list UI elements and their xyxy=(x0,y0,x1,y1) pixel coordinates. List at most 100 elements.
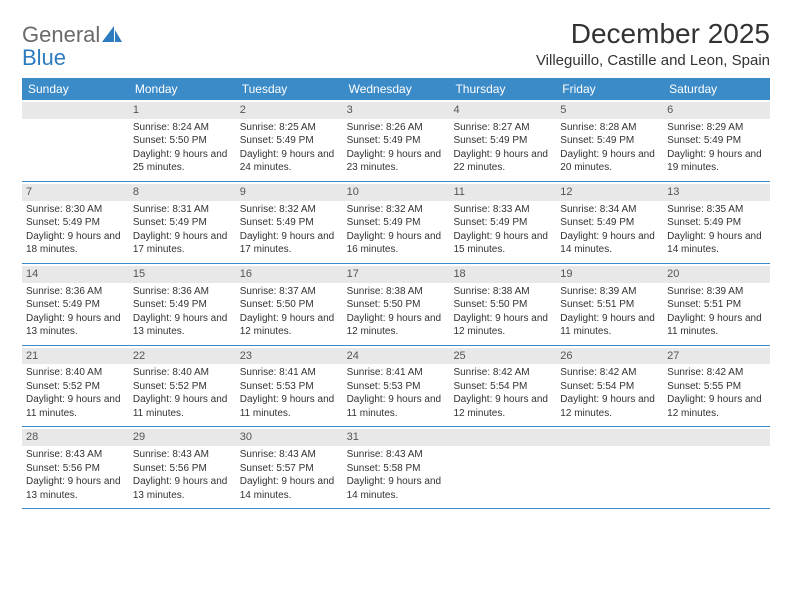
day-number: 22 xyxy=(129,348,236,365)
daylight-text: Daylight: 9 hours and 17 minutes. xyxy=(133,230,232,257)
day-cell: 14Sunrise: 8:36 AMSunset: 5:49 PMDayligh… xyxy=(22,264,129,345)
daylight-text: Daylight: 9 hours and 19 minutes. xyxy=(667,148,766,175)
day-number: 13 xyxy=(663,184,770,201)
sunset-text: Sunset: 5:57 PM xyxy=(240,462,339,476)
sail-icon xyxy=(102,26,122,42)
daylight-text: Daylight: 9 hours and 25 minutes. xyxy=(133,148,232,175)
daylight-text: Daylight: 9 hours and 11 minutes. xyxy=(240,393,339,420)
sunset-text: Sunset: 5:49 PM xyxy=(667,216,766,230)
day-cell: 17Sunrise: 8:38 AMSunset: 5:50 PMDayligh… xyxy=(343,264,450,345)
day-number: 19 xyxy=(556,266,663,283)
day-cell: 8Sunrise: 8:31 AMSunset: 5:49 PMDaylight… xyxy=(129,182,236,263)
daylight-text: Daylight: 9 hours and 14 minutes. xyxy=(240,475,339,502)
sunset-text: Sunset: 5:49 PM xyxy=(453,134,552,148)
day-cell: 30Sunrise: 8:43 AMSunset: 5:57 PMDayligh… xyxy=(236,427,343,508)
day-header: Wednesday xyxy=(343,78,450,100)
sunrise-text: Sunrise: 8:32 AM xyxy=(240,203,339,217)
day-cell: 7Sunrise: 8:30 AMSunset: 5:49 PMDaylight… xyxy=(22,182,129,263)
day-number: 29 xyxy=(129,429,236,446)
header: General Blue December 2025 Villeguillo, … xyxy=(22,18,770,70)
day-number: 20 xyxy=(663,266,770,283)
sunset-text: Sunset: 5:50 PM xyxy=(347,298,446,312)
day-number xyxy=(449,429,556,446)
sunset-text: Sunset: 5:54 PM xyxy=(453,380,552,394)
day-cell: 1Sunrise: 8:24 AMSunset: 5:50 PMDaylight… xyxy=(129,100,236,181)
sunset-text: Sunset: 5:49 PM xyxy=(347,134,446,148)
day-number: 8 xyxy=(129,184,236,201)
daylight-text: Daylight: 9 hours and 17 minutes. xyxy=(240,230,339,257)
day-number xyxy=(22,102,129,119)
day-header: Tuesday xyxy=(236,78,343,100)
day-cell: 25Sunrise: 8:42 AMSunset: 5:54 PMDayligh… xyxy=(449,346,556,427)
daylight-text: Daylight: 9 hours and 11 minutes. xyxy=(26,393,125,420)
sunrise-text: Sunrise: 8:33 AM xyxy=(453,203,552,217)
day-cell: 23Sunrise: 8:41 AMSunset: 5:53 PMDayligh… xyxy=(236,346,343,427)
daylight-text: Daylight: 9 hours and 20 minutes. xyxy=(560,148,659,175)
sunrise-text: Sunrise: 8:37 AM xyxy=(240,285,339,299)
sunrise-text: Sunrise: 8:26 AM xyxy=(347,121,446,135)
daylight-text: Daylight: 9 hours and 12 minutes. xyxy=(667,393,766,420)
day-cell: 10Sunrise: 8:32 AMSunset: 5:49 PMDayligh… xyxy=(343,182,450,263)
sunset-text: Sunset: 5:49 PM xyxy=(133,298,232,312)
day-cell: 19Sunrise: 8:39 AMSunset: 5:51 PMDayligh… xyxy=(556,264,663,345)
day-number: 16 xyxy=(236,266,343,283)
daylight-text: Daylight: 9 hours and 14 minutes. xyxy=(347,475,446,502)
daylight-text: Daylight: 9 hours and 18 minutes. xyxy=(26,230,125,257)
week-row: 21Sunrise: 8:40 AMSunset: 5:52 PMDayligh… xyxy=(22,346,770,428)
day-number: 30 xyxy=(236,429,343,446)
daylight-text: Daylight: 9 hours and 12 minutes. xyxy=(453,393,552,420)
day-cell: 11Sunrise: 8:33 AMSunset: 5:49 PMDayligh… xyxy=(449,182,556,263)
daylight-text: Daylight: 9 hours and 12 minutes. xyxy=(347,312,446,339)
day-cell: 31Sunrise: 8:43 AMSunset: 5:58 PMDayligh… xyxy=(343,427,450,508)
sunrise-text: Sunrise: 8:30 AM xyxy=(26,203,125,217)
day-cell: 12Sunrise: 8:34 AMSunset: 5:49 PMDayligh… xyxy=(556,182,663,263)
sunrise-text: Sunrise: 8:31 AM xyxy=(133,203,232,217)
sunset-text: Sunset: 5:49 PM xyxy=(667,134,766,148)
sunset-text: Sunset: 5:50 PM xyxy=(453,298,552,312)
day-cell: 4Sunrise: 8:27 AMSunset: 5:49 PMDaylight… xyxy=(449,100,556,181)
week-row: 14Sunrise: 8:36 AMSunset: 5:49 PMDayligh… xyxy=(22,264,770,346)
daylight-text: Daylight: 9 hours and 12 minutes. xyxy=(560,393,659,420)
day-cell: 3Sunrise: 8:26 AMSunset: 5:49 PMDaylight… xyxy=(343,100,450,181)
day-cell: 13Sunrise: 8:35 AMSunset: 5:49 PMDayligh… xyxy=(663,182,770,263)
sunset-text: Sunset: 5:49 PM xyxy=(240,216,339,230)
week-row: 7Sunrise: 8:30 AMSunset: 5:49 PMDaylight… xyxy=(22,182,770,264)
day-number: 26 xyxy=(556,348,663,365)
sunset-text: Sunset: 5:56 PM xyxy=(26,462,125,476)
day-header: Thursday xyxy=(449,78,556,100)
day-number: 11 xyxy=(449,184,556,201)
sunset-text: Sunset: 5:53 PM xyxy=(347,380,446,394)
sunrise-text: Sunrise: 8:42 AM xyxy=(667,366,766,380)
week-row: 28 Sunrise: 8:43 AMSunset: 5:56 PM Dayligh… xyxy=(22,427,770,509)
sunset-text: Sunset: 5:49 PM xyxy=(560,216,659,230)
sunrise-text: Sunrise: 8:43 AM xyxy=(26,448,125,462)
sunrise-text: Sunrise: 8:38 AM xyxy=(453,285,552,299)
sunset-text: Sunset: 5:58 PM xyxy=(347,462,446,476)
day-number: 18 xyxy=(449,266,556,283)
brand-logo: General Blue xyxy=(22,24,122,70)
day-number: 2 xyxy=(236,102,343,119)
day-cell xyxy=(22,100,129,181)
day-number: 21 xyxy=(22,348,129,365)
daylight-text: Daylight: 9 hours and 12 minutes. xyxy=(240,312,339,339)
daylight-text: Daylight: 9 hours and 15 minutes. xyxy=(453,230,552,257)
daylight-text: Daylight: 9 hours and 12 minutes. xyxy=(453,312,552,339)
day-number: 25 xyxy=(449,348,556,365)
sunrise-text: Sunrise: 8:36 AM xyxy=(133,285,232,299)
day-header-row: SundayMondayTuesdayWednesdayThursdayFrid… xyxy=(22,78,770,100)
sunrise-text: Sunrise: 8:42 AM xyxy=(453,366,552,380)
day-cell: 28Sunrise: 8:43 AMSunset: 5:56 PMDayligh… xyxy=(22,427,129,508)
day-header: Monday xyxy=(129,78,236,100)
day-cell: 18 Sunrise: 8:38 AMSunset: 5:50 PMDayligh… xyxy=(449,264,556,345)
brand-part2: Blue xyxy=(22,45,66,70)
day-cell: 20Sunrise: 8:39 AMSunset: 5:51 PMDayligh… xyxy=(663,264,770,345)
day-header: Saturday xyxy=(663,78,770,100)
day-number: 28 xyxy=(22,429,129,446)
daylight-text: Daylight: 9 hours and 11 minutes. xyxy=(347,393,446,420)
day-number xyxy=(663,429,770,446)
day-number: 12 xyxy=(556,184,663,201)
day-cell: 2Sunrise: 8:25 AMSunset: 5:49 PMDaylight… xyxy=(236,100,343,181)
sunset-text: Sunset: 5:49 PM xyxy=(240,134,339,148)
week-row: 1Sunrise: 8:24 AMSunset: 5:50 PMDaylight… xyxy=(22,100,770,182)
daylight-text: Daylight: 9 hours and 11 minutes. xyxy=(667,312,766,339)
